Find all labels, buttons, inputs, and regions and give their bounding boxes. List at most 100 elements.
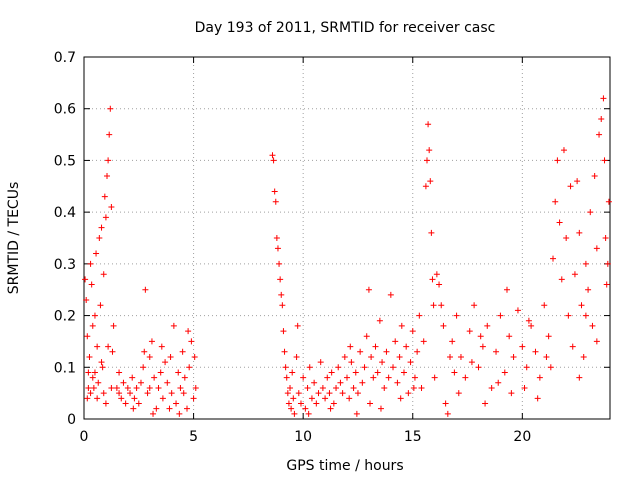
data-point — [398, 322, 405, 329]
data-point — [90, 384, 97, 391]
data-point — [91, 369, 98, 376]
data-point — [430, 302, 437, 309]
data-point — [176, 410, 183, 417]
data-point — [603, 281, 610, 288]
data-point — [282, 364, 289, 371]
data-point — [501, 369, 508, 376]
data-point — [339, 390, 346, 397]
data-point — [91, 312, 98, 319]
data-point — [394, 379, 401, 386]
data-point — [281, 348, 288, 355]
data-point — [416, 312, 423, 319]
data-point — [129, 374, 136, 381]
data-point — [322, 395, 329, 402]
y-tick-label: 0.5 — [54, 153, 76, 169]
data-point — [280, 328, 287, 335]
data-point — [168, 390, 175, 397]
data-point — [578, 302, 585, 309]
data-point — [288, 405, 295, 412]
data-point — [593, 245, 600, 252]
data-point — [335, 364, 342, 371]
data-point — [101, 193, 108, 200]
data-point — [162, 359, 169, 366]
data-point — [409, 328, 416, 335]
data-point — [308, 395, 315, 402]
data-point — [600, 95, 607, 102]
data-point — [589, 322, 596, 329]
data-point — [146, 353, 153, 360]
data-point — [411, 374, 418, 381]
data-point — [403, 343, 410, 350]
data-point — [407, 359, 414, 366]
data-point — [347, 343, 354, 350]
data-point — [534, 395, 541, 402]
data-point — [376, 317, 383, 324]
data-point — [330, 400, 337, 407]
data-point — [433, 271, 440, 278]
data-point — [313, 400, 320, 407]
data-point — [503, 286, 510, 293]
data-point — [186, 364, 193, 371]
data-point — [523, 364, 530, 371]
data-point — [381, 384, 388, 391]
data-point — [427, 178, 434, 185]
data-point — [357, 348, 364, 355]
data-point — [109, 348, 116, 355]
data-point — [192, 384, 199, 391]
data-point — [576, 374, 583, 381]
data-point — [601, 157, 608, 164]
data-point — [484, 322, 491, 329]
chart-title: Day 193 of 2011, SRMTID for receiver cas… — [195, 20, 496, 36]
data-point — [124, 384, 131, 391]
data-point — [506, 333, 513, 340]
data-point — [604, 260, 611, 267]
data-point — [405, 390, 412, 397]
data-point — [116, 390, 123, 397]
data-point — [428, 229, 435, 236]
data-point — [392, 338, 399, 345]
data-point — [422, 183, 429, 190]
data-point — [519, 343, 526, 350]
data-point — [547, 364, 554, 371]
x-tick-label: 20 — [513, 429, 531, 445]
data-point — [425, 121, 432, 128]
data-point — [471, 302, 478, 309]
data-point — [190, 395, 197, 402]
data-point — [276, 260, 283, 267]
data-point — [477, 333, 484, 340]
data-point — [580, 353, 587, 360]
data-point — [278, 291, 285, 298]
data-point — [100, 390, 107, 397]
data-point — [350, 384, 357, 391]
data-point — [602, 235, 609, 241]
data-point — [84, 333, 91, 340]
data-point — [170, 322, 177, 329]
data-point — [294, 322, 301, 329]
data-point — [390, 364, 397, 371]
data-point — [541, 302, 548, 309]
data-point — [418, 384, 425, 391]
y-tick-label: 0.6 — [54, 102, 76, 118]
data-point — [455, 390, 462, 397]
data-point — [120, 379, 127, 386]
data-point — [82, 276, 89, 283]
data-point — [279, 302, 286, 309]
data-point — [482, 400, 489, 407]
data-point — [98, 359, 105, 366]
data-point — [83, 297, 90, 304]
data-point — [167, 353, 174, 360]
data-point — [367, 400, 374, 407]
y-tick-label: 0 — [67, 412, 76, 428]
data-point — [410, 384, 417, 391]
data-points — [82, 95, 612, 417]
y-axis-label: SRMTID / TECUs — [6, 182, 22, 295]
axis-ticks: 0 5 10 15 20 0 0.1 0.2 0.3 0.4 0.5 0.6 0.7 — [54, 50, 610, 445]
data-point — [442, 400, 449, 407]
data-point — [377, 405, 384, 412]
data-point — [352, 369, 359, 376]
data-point — [108, 384, 115, 391]
data-point — [108, 203, 115, 210]
data-point — [438, 302, 445, 309]
